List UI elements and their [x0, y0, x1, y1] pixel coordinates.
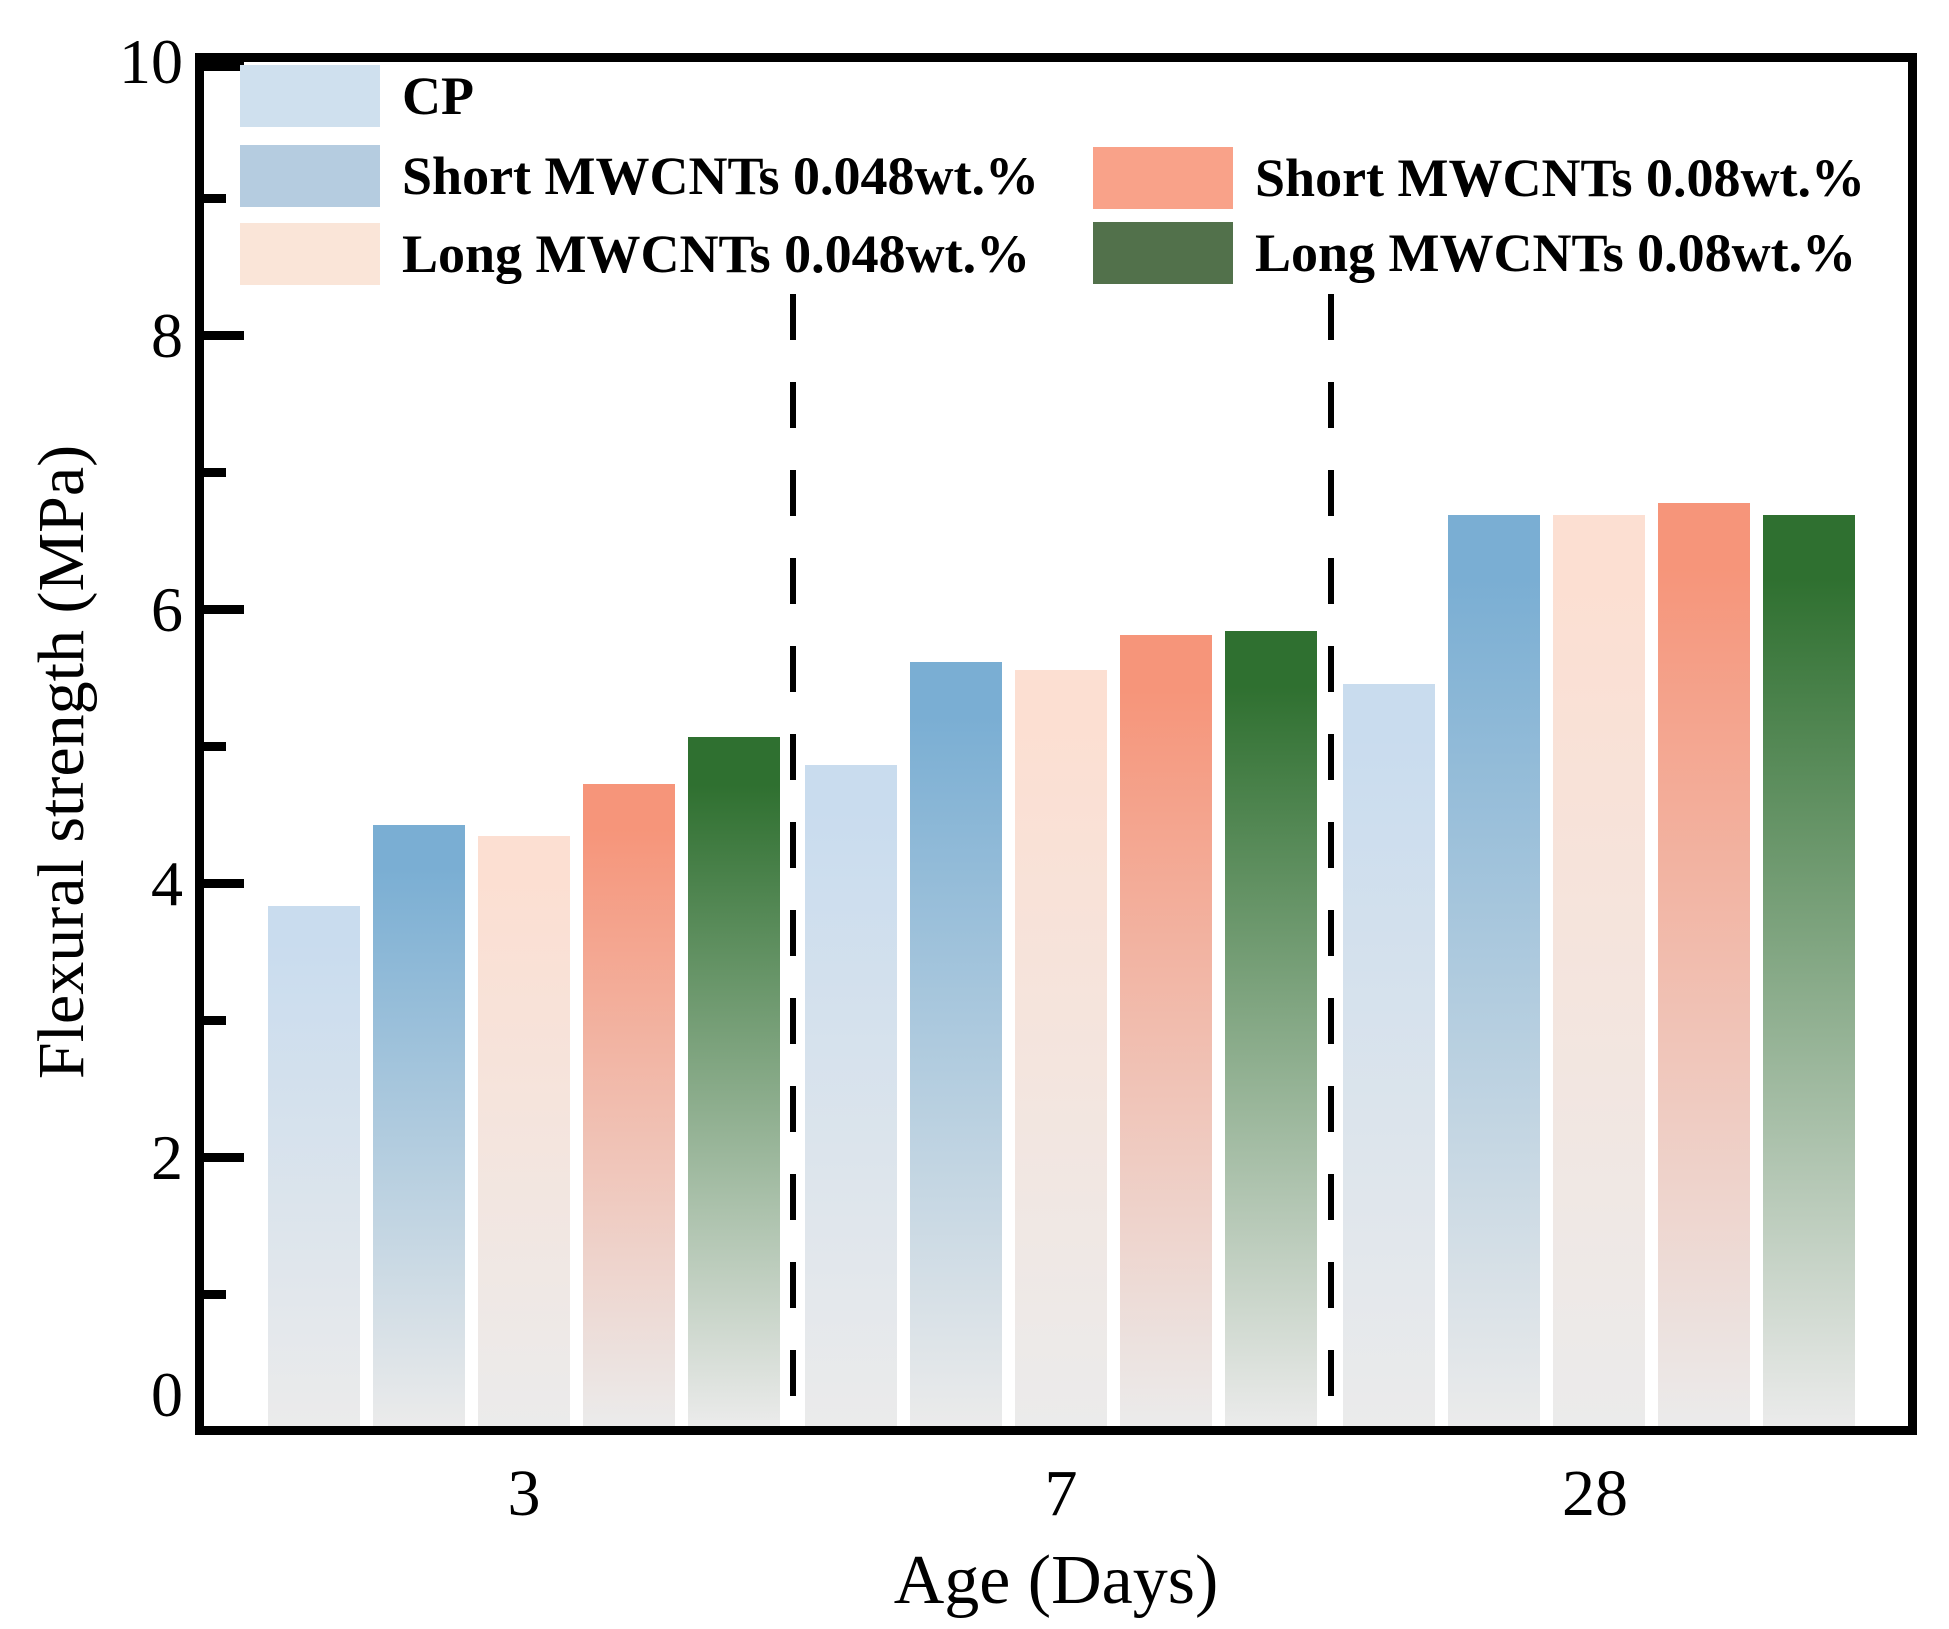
legend-swatch-long-mwcnts-0048	[240, 223, 380, 285]
x-tick-label-7: 7	[1044, 1457, 1078, 1530]
bar-long-mwcnts-0-048wt-7	[1015, 670, 1107, 1426]
y-tick-label-2: 2	[151, 1122, 183, 1193]
bar-short-mwcnts-0-048wt-3	[373, 825, 465, 1426]
legend-label-short-mwcnts-0048: Short MWCNTs 0.048wt.%	[402, 146, 1040, 206]
x-axis-title: Age (Days)	[893, 1542, 1219, 1619]
bar-long-mwcnts-0-048wt-3	[478, 836, 570, 1426]
bar-long-mwcnts-0-048wt-28	[1553, 515, 1645, 1426]
bar-long-mwcnts-0-08wt-28	[1763, 515, 1855, 1426]
bar-cp-7	[805, 764, 897, 1426]
group-divider-1	[790, 294, 796, 1426]
y-tick-label-4: 4	[151, 848, 183, 919]
y-major-tick-10	[204, 62, 244, 71]
legend-swatch-short-mwcnts-0048	[240, 145, 380, 207]
y-axis-title: Flexural strength (MPa)	[25, 444, 98, 1080]
y-major-tick-6	[204, 605, 244, 614]
bar-short-mwcnts-0-08wt-7	[1120, 634, 1212, 1426]
bar-cp-3	[268, 905, 360, 1426]
legend-label-long-mwcnts-0048: Long MWCNTs 0.048wt.%	[402, 224, 1031, 284]
legend-label-cp: CP	[402, 66, 474, 126]
y-minor-tick-5	[204, 742, 226, 751]
y-tick-label-0: 0	[151, 1359, 183, 1430]
bar-cp-28	[1343, 683, 1435, 1426]
y-major-tick-4	[204, 879, 244, 888]
y-minor-tick-7	[204, 468, 226, 477]
y-tick-label-6: 6	[151, 574, 183, 645]
y-minor-tick-1	[204, 1290, 226, 1299]
legend-swatch-long-mwcnts-008	[1093, 222, 1233, 284]
bar-long-mwcnts-0-08wt-7	[1225, 630, 1317, 1426]
y-minor-tick-3	[204, 1016, 226, 1025]
bar-short-mwcnts-0-08wt-3	[583, 783, 675, 1426]
x-tick-label-3: 3	[507, 1457, 541, 1530]
bar-long-mwcnts-0-08wt-3	[688, 737, 780, 1426]
legend-label-short-mwcnts-008: Short MWCNTs 0.08wt.%	[1255, 148, 1866, 208]
bar-short-mwcnts-0-08wt-28	[1658, 503, 1750, 1426]
legend-label-long-mwcnts-008: Long MWCNTs 0.08wt.%	[1255, 223, 1857, 283]
x-tick-label-28: 28	[1562, 1457, 1628, 1530]
y-major-tick-2	[204, 1153, 244, 1162]
group-divider-2	[1328, 294, 1334, 1426]
bar-short-mwcnts-0-048wt-7	[910, 662, 1002, 1426]
y-tick-label-8: 8	[151, 300, 183, 371]
y-major-tick-8	[204, 331, 244, 340]
bar-short-mwcnts-0-048wt-28	[1448, 515, 1540, 1426]
legend-swatch-short-mwcnts-008	[1093, 147, 1233, 209]
y-minor-tick-9	[204, 194, 226, 203]
y-tick-label-10: 10	[119, 26, 183, 97]
plot-frame	[195, 53, 1917, 1435]
legend-swatch-cp	[240, 65, 380, 127]
